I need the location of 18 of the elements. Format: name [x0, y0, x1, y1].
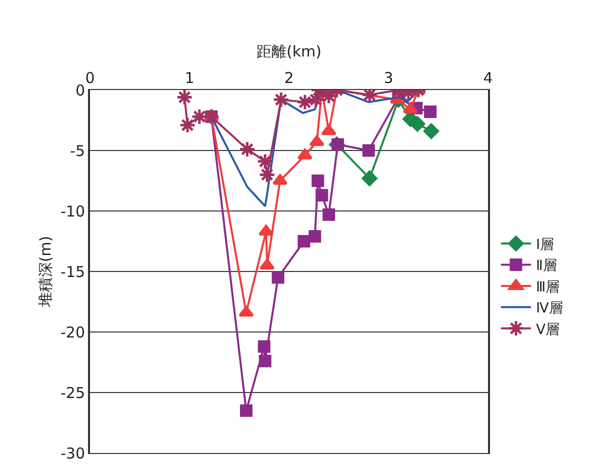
y-tick-label: -25: [60, 384, 85, 402]
x-tick-label: 3: [384, 69, 394, 87]
x-tick-label: 2: [284, 69, 294, 87]
x-axis-title: 距離(km): [256, 42, 322, 60]
y-tick-label: -5: [70, 142, 85, 160]
legend-label: Ⅴ層: [536, 322, 560, 338]
legend-label: Ⅱ層: [536, 258, 557, 274]
legend-label: Ⅳ層: [536, 300, 563, 317]
legend-label: Ⅲ層: [536, 279, 560, 296]
y-tick-label: -10: [60, 202, 85, 220]
x-tick-label: 4: [483, 69, 493, 87]
legend-label: Ⅰ層: [536, 237, 554, 253]
y-tick-label: -15: [60, 262, 85, 281]
y-tick-label: 0: [75, 81, 85, 100]
y-tick-label: -30: [60, 444, 85, 462]
x-tick-label: 1: [184, 69, 194, 87]
y-axis-title: 堆積深(m): [36, 236, 54, 308]
y-tick-label: -20: [60, 323, 85, 342]
